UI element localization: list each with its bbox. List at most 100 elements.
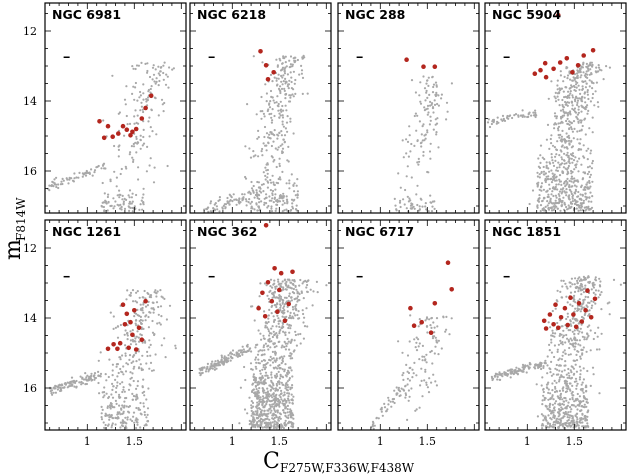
field-star xyxy=(516,373,520,376)
field-star xyxy=(289,311,292,314)
field-star xyxy=(122,373,125,376)
field-star xyxy=(243,408,247,411)
field-star xyxy=(141,368,144,371)
field-star xyxy=(123,390,126,393)
highlighted-star xyxy=(421,64,426,69)
field-star xyxy=(553,409,556,412)
cluster-label: NGC 6981 xyxy=(52,7,121,22)
field-star xyxy=(404,188,407,192)
field-star xyxy=(283,391,286,394)
field-star xyxy=(417,345,420,348)
field-star xyxy=(111,382,114,385)
field-star xyxy=(106,195,109,199)
field-star xyxy=(244,198,248,201)
field-star xyxy=(247,191,250,194)
highlighted-star xyxy=(432,301,438,306)
highlighted-star xyxy=(573,324,579,330)
field-star xyxy=(292,417,295,420)
field-star xyxy=(545,161,548,164)
field-star xyxy=(576,138,579,141)
y-tick-label: 12 xyxy=(23,242,37,255)
field-star xyxy=(289,117,292,120)
field-star xyxy=(268,308,271,311)
field-star xyxy=(562,425,565,428)
field-star xyxy=(409,150,412,153)
field-star xyxy=(143,413,146,416)
field-star xyxy=(534,113,537,116)
field-star xyxy=(576,412,579,415)
field-star xyxy=(602,78,605,81)
field-star xyxy=(136,418,139,421)
field-star xyxy=(418,318,421,321)
field-star xyxy=(160,295,163,298)
field-star xyxy=(263,135,266,139)
field-star xyxy=(570,177,573,180)
field-star xyxy=(566,425,569,428)
field-star xyxy=(142,311,145,314)
field-star xyxy=(582,80,585,83)
field-star xyxy=(442,316,445,319)
field-star xyxy=(254,365,257,368)
field-star xyxy=(131,392,134,395)
field-star xyxy=(555,363,558,367)
field-star xyxy=(588,176,592,179)
field-star xyxy=(581,88,584,91)
field-star xyxy=(81,376,84,379)
field-star xyxy=(125,396,128,400)
field-star xyxy=(272,315,275,318)
field-star xyxy=(600,291,603,294)
field-star xyxy=(559,342,563,345)
field-star xyxy=(138,340,141,343)
field-star xyxy=(561,129,564,132)
field-star xyxy=(588,73,591,76)
field-star xyxy=(81,175,84,178)
field-star xyxy=(569,323,572,326)
field-star xyxy=(560,87,563,90)
field-star xyxy=(140,105,143,108)
field-star xyxy=(282,74,285,77)
field-star xyxy=(142,201,145,204)
field-star xyxy=(579,357,582,360)
field-star xyxy=(295,184,298,187)
field-star xyxy=(558,166,561,169)
field-star xyxy=(554,387,557,390)
field-star xyxy=(510,116,514,120)
field-star xyxy=(204,215,206,217)
field-star xyxy=(305,280,308,283)
field-star xyxy=(554,400,558,403)
field-star xyxy=(586,422,589,425)
field-star xyxy=(124,370,128,373)
field-star xyxy=(569,410,572,413)
field-star xyxy=(267,348,270,351)
field-star xyxy=(296,178,299,181)
field-star xyxy=(266,294,269,297)
field-star xyxy=(550,338,553,341)
field-star xyxy=(143,411,146,414)
field-star xyxy=(564,423,567,426)
field-star xyxy=(592,373,595,376)
field-star xyxy=(134,109,137,112)
field-star xyxy=(413,338,416,341)
field-star xyxy=(421,205,424,208)
field-star xyxy=(131,419,134,423)
field-star xyxy=(568,179,571,182)
field-star xyxy=(151,319,154,323)
field-star xyxy=(422,150,425,154)
field-star xyxy=(554,176,557,179)
field-star xyxy=(542,365,545,368)
field-star xyxy=(578,365,582,368)
field-star xyxy=(298,317,301,320)
field-star xyxy=(84,174,88,177)
field-star xyxy=(107,201,110,204)
field-star xyxy=(570,339,574,342)
field-star xyxy=(594,278,597,281)
field-star xyxy=(294,78,297,82)
field-star xyxy=(558,190,562,193)
field-star xyxy=(294,314,297,317)
field-star xyxy=(128,189,132,192)
field-star xyxy=(276,380,280,383)
field-star xyxy=(257,358,260,361)
field-star xyxy=(409,207,412,210)
field-star xyxy=(285,92,288,96)
field-star xyxy=(289,354,292,357)
